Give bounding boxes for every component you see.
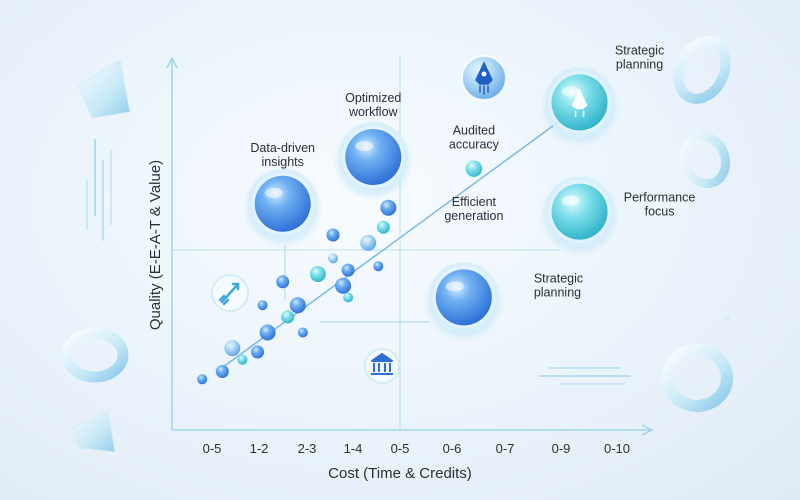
y-axis-arrow (166, 56, 178, 69)
highlight-bubble: Data-driven insights (246, 141, 319, 244)
scatter-point (289, 297, 306, 314)
x-tick-label: 0-5 (391, 441, 410, 456)
rocket-icon (571, 88, 588, 118)
x-tick-labels: 0-5 1-2 2-3 1-4 0-5 0-6 0-7 0-9 0-10 (203, 441, 630, 456)
glass-ring-bottom-right (661, 344, 733, 412)
highlight-bubble: Strategic planning (543, 43, 664, 143)
scatter-point (326, 228, 340, 242)
highlight-bubbles: Data-driven insights Optimized workflow Audi… (246, 43, 696, 338)
scatter-point (251, 345, 265, 359)
scatter-point (215, 365, 229, 378)
scatter-point (328, 253, 339, 264)
rocket-icon (475, 61, 493, 95)
rocket-badge-left (211, 274, 249, 312)
highlight-label: Performance focus (624, 191, 696, 219)
scatter-point (373, 261, 384, 272)
bank-badge (364, 348, 400, 384)
highlight-bubble: Performance focus (543, 176, 696, 252)
glass-ring-left (61, 327, 129, 383)
glass-prism-bottom-left (69, 409, 116, 453)
x-tick-label: 0-6 (443, 441, 462, 456)
decorative-shapes (61, 36, 733, 453)
scatter-point (343, 292, 354, 303)
x-axis-arrow (641, 424, 654, 436)
scatter-point (376, 220, 390, 234)
x-tick-label: 2-3 (298, 441, 317, 456)
scatter-point (257, 300, 268, 311)
glass-ring-mid-right (679, 131, 731, 189)
glass-prism-top-left (77, 59, 131, 119)
scatter-point (341, 263, 355, 277)
axes (166, 56, 654, 436)
scatter-point (297, 327, 308, 338)
highlight-label: Audited accuracy (449, 124, 500, 152)
x-tick-label: 1-4 (344, 441, 363, 456)
x-tick-label: 0-10 (604, 441, 630, 456)
scatter-point (259, 324, 276, 341)
scatter-point (335, 277, 352, 294)
scatter-point (197, 374, 208, 385)
scatter-point (276, 275, 290, 289)
scatter-points (197, 199, 397, 385)
scatter-point (380, 199, 397, 216)
scatter-point (281, 310, 295, 324)
highlight-label: Data-driven insights (250, 141, 315, 169)
x-tick-label: 0-5 (203, 441, 222, 456)
trend-line (221, 109, 575, 369)
light-streaks-left (86, 139, 112, 241)
x-tick-label: 1-2 (250, 441, 269, 456)
highlight-label: Strategic planning (534, 271, 583, 299)
scatter-point (224, 340, 241, 357)
rocket-icon (218, 282, 240, 306)
highlight-label: Efficient generation (444, 195, 503, 223)
scatter-point (360, 234, 377, 251)
highlight-bubble: Strategic planning (427, 262, 583, 338)
light-streaks-right (539, 367, 631, 385)
scatter-point (309, 266, 326, 282)
x-tick-label: 0-7 (496, 441, 515, 456)
highlight-bubble: Audited accuracy (449, 124, 500, 179)
y-axis-label: Quality (E-E-A-T & Value) (147, 160, 164, 330)
bank-icon (371, 353, 393, 375)
glass-ring-top-right (673, 36, 731, 104)
highlight-bubble: Efficient generation (444, 195, 503, 223)
sparkle-dot (724, 315, 730, 321)
x-axis-label: Cost (Time & Credits) (328, 465, 472, 482)
x-tick-label: 0-9 (552, 441, 571, 456)
highlight-bubble: Optimized workflow (337, 91, 410, 197)
highlight-label: Optimized workflow (345, 91, 401, 119)
scatter-point (237, 354, 248, 365)
rocket-badge-top (461, 55, 507, 101)
callout-connectors (284, 245, 430, 323)
highlight-label: Strategic planning (615, 43, 664, 71)
